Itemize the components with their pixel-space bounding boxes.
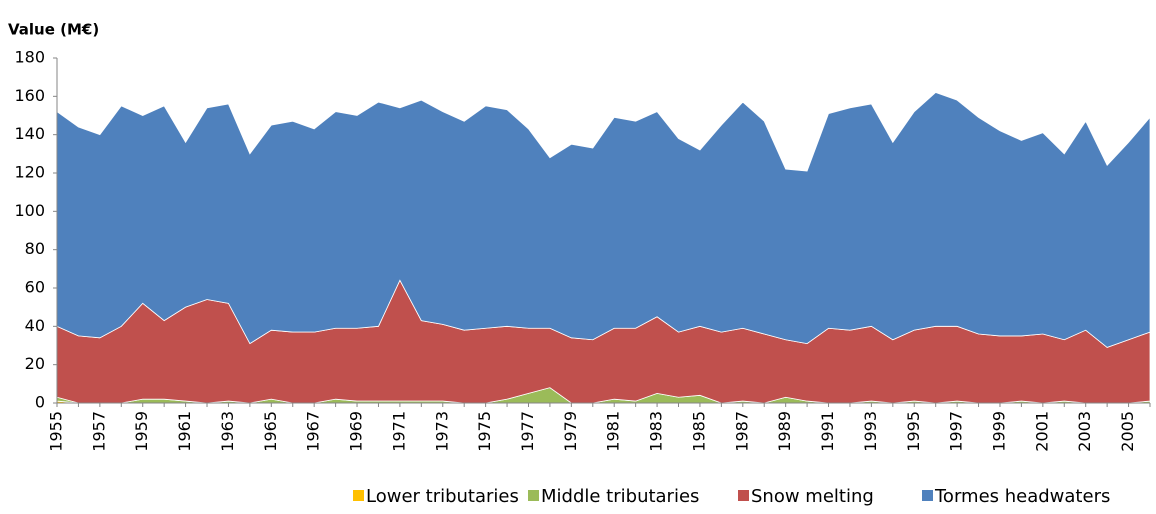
x-tick-label: 1989 [775, 411, 794, 452]
y-axis-label: Value (M€) [8, 21, 99, 39]
x-tick-label: 1971 [389, 411, 408, 452]
y-tick-label: 100 [14, 201, 45, 220]
y-tick-label: 160 [14, 86, 45, 105]
y-tick-label: 140 [14, 124, 45, 143]
x-tick-label: 1969 [347, 411, 366, 452]
x-tick-label: 1977 [518, 411, 537, 452]
y-tick-label: 120 [14, 163, 45, 182]
x-tick-label: 1981 [604, 411, 623, 452]
x-tick-label: 1993 [861, 411, 880, 452]
y-tick-label: 80 [25, 239, 45, 258]
x-tick-label: 1997 [947, 411, 966, 452]
x-tick-label: 2005 [1118, 411, 1137, 452]
legend-label: Middle tributaries [541, 486, 699, 507]
x-tick-label: 1967 [304, 411, 323, 452]
x-tick-label: 1983 [647, 411, 666, 452]
x-tick-label: 1995 [904, 411, 923, 452]
area [56, 92, 1151, 348]
y-tick-label: 180 [14, 48, 45, 67]
x-tick-label: 1987 [732, 411, 751, 452]
x-tick-label: 1973 [432, 411, 451, 452]
x-tick-label: 1955 [47, 411, 66, 452]
legend-swatch [922, 490, 933, 501]
legend-label: Tormes headwaters [934, 486, 1110, 507]
x-tick-label: 1959 [132, 411, 151, 452]
legend-swatch [738, 490, 749, 501]
x-tick-label: 1991 [818, 411, 837, 452]
x-tick-label: 2003 [1075, 411, 1094, 452]
x-tick-label: 1963 [218, 411, 237, 452]
x-tick-label: 1975 [475, 411, 494, 452]
x-tick-label: 1985 [689, 411, 708, 452]
legend-label: Lower tributaries [366, 486, 519, 507]
x-tick-label: 2001 [1032, 411, 1051, 452]
x-tick-label: 1961 [175, 411, 194, 452]
legend-swatch [353, 490, 364, 501]
x-tick-label: 1965 [261, 411, 280, 452]
y-tick-label: 40 [25, 316, 45, 335]
y-tick-label: 0 [35, 393, 45, 412]
x-tick-label: 1979 [561, 411, 580, 452]
x-tick-label: 1999 [989, 411, 1008, 452]
y-tick-label: 60 [25, 278, 45, 297]
x-tick-label: 1957 [89, 411, 108, 452]
legend-swatch [528, 490, 539, 501]
legend-label: Snow melting [751, 486, 874, 507]
y-tick-label: 20 [25, 354, 45, 373]
